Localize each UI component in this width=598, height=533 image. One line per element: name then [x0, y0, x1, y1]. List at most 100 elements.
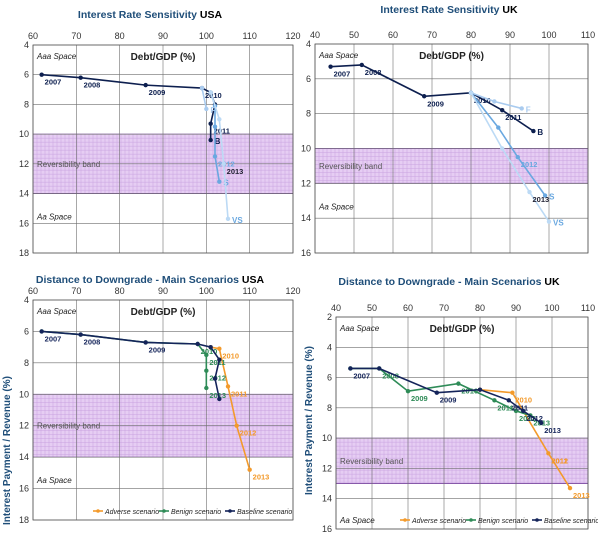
chart-country: UK — [502, 4, 518, 16]
data-point — [527, 189, 532, 195]
legend-swatch-marker — [96, 509, 100, 513]
legend-item-label: Baseline scenario — [237, 509, 292, 516]
series-line — [201, 87, 208, 110]
y-tick-label: 6 — [306, 74, 311, 84]
y-tick-label: 8 — [24, 99, 29, 109]
series-line — [41, 73, 216, 141]
chart-title: Interest Rate Sensitivity UK — [300, 4, 598, 16]
x-tick-label: 50 — [349, 30, 359, 40]
y-tick-label: 16 — [19, 484, 29, 494]
x-tick-label: 60 — [388, 30, 398, 40]
y-tick-label: 16 — [322, 524, 332, 533]
aaa-space-label: Aaa Space — [318, 51, 359, 60]
x-tick-label: 80 — [115, 31, 125, 41]
data-point — [348, 366, 353, 371]
x-tick-label: 120 — [285, 31, 300, 41]
data-label: 2011 — [551, 456, 567, 465]
data-point — [506, 398, 511, 403]
data-label: 2011 — [497, 403, 513, 412]
data-point — [39, 329, 44, 334]
y-tick-label: 8 — [327, 403, 332, 413]
y-tick-label: 8 — [306, 109, 311, 119]
legend-swatch-marker — [403, 518, 407, 522]
data-point — [328, 64, 333, 69]
data-point — [204, 106, 209, 112]
chart-title-text: Distance to Downgrade - Main Scenarios — [35, 274, 239, 286]
x-tick-label: 100 — [544, 303, 559, 313]
data-label: 2009 — [149, 88, 166, 97]
data-point — [225, 384, 231, 389]
y-tick-label: 10 — [19, 389, 29, 399]
chart-panel-irs-usa: Interest Rate Sensitivity USA 4 6 8 10 12 14 1… — [0, 0, 301, 265]
data-point — [212, 376, 218, 381]
plot-frame — [314, 43, 589, 254]
chart-plot-irs-uk: 4 6 8 10 12 14 16 40 50 60 70 80 90 100 110 Debt/GDP (%… — [301, 30, 595, 258]
data-label: 2011 — [505, 113, 521, 122]
data-point — [143, 340, 148, 345]
reversibility-band-label: Reversibility band — [340, 457, 403, 466]
aaa-space-label: Aaa Space — [339, 324, 380, 333]
data-label: 2008 — [84, 81, 101, 90]
x-tick-label: 40 — [310, 30, 320, 40]
data-point — [199, 85, 205, 91]
chart-plot-dtd-uk: 2 4 6 8 10 12 14 16 40 50 60 70 80 90 100 110 Debt/GDP (… — [322, 303, 598, 533]
data-label: 2010 — [515, 396, 532, 405]
legend-item-label: Baseline scenario — [544, 518, 598, 525]
y-tick-label: 4 — [327, 342, 332, 352]
data-point — [510, 390, 515, 395]
data-point — [546, 451, 551, 456]
data-label: 2010 — [222, 352, 239, 361]
data-point — [567, 485, 573, 491]
series-end-label: F — [210, 106, 215, 115]
data-label: 2011 — [512, 403, 528, 412]
x-axis-label: Debt/GDP (%) — [419, 51, 484, 62]
chart-country: USA — [199, 9, 223, 21]
x-tick-label: 110 — [242, 286, 256, 296]
data-label: 2013 — [253, 473, 270, 482]
plot-frame — [32, 299, 294, 521]
data-label: 2012 — [519, 414, 536, 423]
x-tick-label: 90 — [505, 30, 515, 40]
series-line — [209, 92, 229, 219]
legend-item-label: Adverse scenario — [411, 518, 466, 525]
y-tick-label: 12 — [19, 159, 29, 169]
data-point — [39, 72, 44, 77]
y-tick-label: 12 — [19, 421, 29, 431]
data-point — [477, 387, 483, 392]
x-tick-label: 70 — [439, 303, 449, 313]
x-tick-label: 120 — [285, 286, 300, 296]
x-tick-label: 100 — [541, 30, 556, 40]
x-tick-label: 70 — [71, 286, 81, 296]
y-tick-label: 18 — [19, 248, 29, 258]
reversibility-band-label: Reversibility band — [319, 162, 382, 171]
data-label: 2009 — [440, 396, 457, 405]
data-point — [539, 420, 544, 426]
x-tick-label: 90 — [511, 303, 521, 313]
y-tick-label: 14 — [301, 213, 311, 223]
series-end-label: S — [223, 179, 229, 188]
series-line — [41, 330, 221, 400]
data-point — [496, 125, 501, 130]
data-point — [234, 423, 239, 428]
data-point — [204, 385, 209, 391]
data-point — [500, 146, 505, 151]
data-point — [359, 62, 364, 68]
y-tick-label: 14 — [322, 494, 332, 504]
data-point — [513, 408, 519, 414]
data-label: 2008 — [365, 68, 382, 77]
aa-space-label: Aa Space — [339, 516, 375, 525]
chart-plot-dtd-usa: 4 6 8 10 12 14 16 18 60 70 80 90 100 110 120 Debt/GDP (… — [19, 286, 301, 525]
data-point — [247, 467, 252, 472]
y-tick-label: 16 — [301, 248, 311, 258]
data-point — [208, 90, 213, 95]
data-label: 2009 — [149, 345, 166, 354]
chart-plot-irs-usa: 4 6 8 10 12 14 16 18 60 70 80 90 100 110 120 Debt/GDP (… — [19, 31, 301, 258]
data-point — [521, 408, 526, 414]
y-tick-label: 4 — [24, 295, 29, 305]
data-point — [221, 161, 226, 167]
x-tick-label: 60 — [403, 303, 413, 313]
data-label: 2011 — [209, 358, 225, 367]
series-end-label: VS — [232, 216, 243, 225]
legend-item-label: Benign scenario — [171, 509, 221, 516]
data-label: 2007 — [334, 70, 351, 79]
